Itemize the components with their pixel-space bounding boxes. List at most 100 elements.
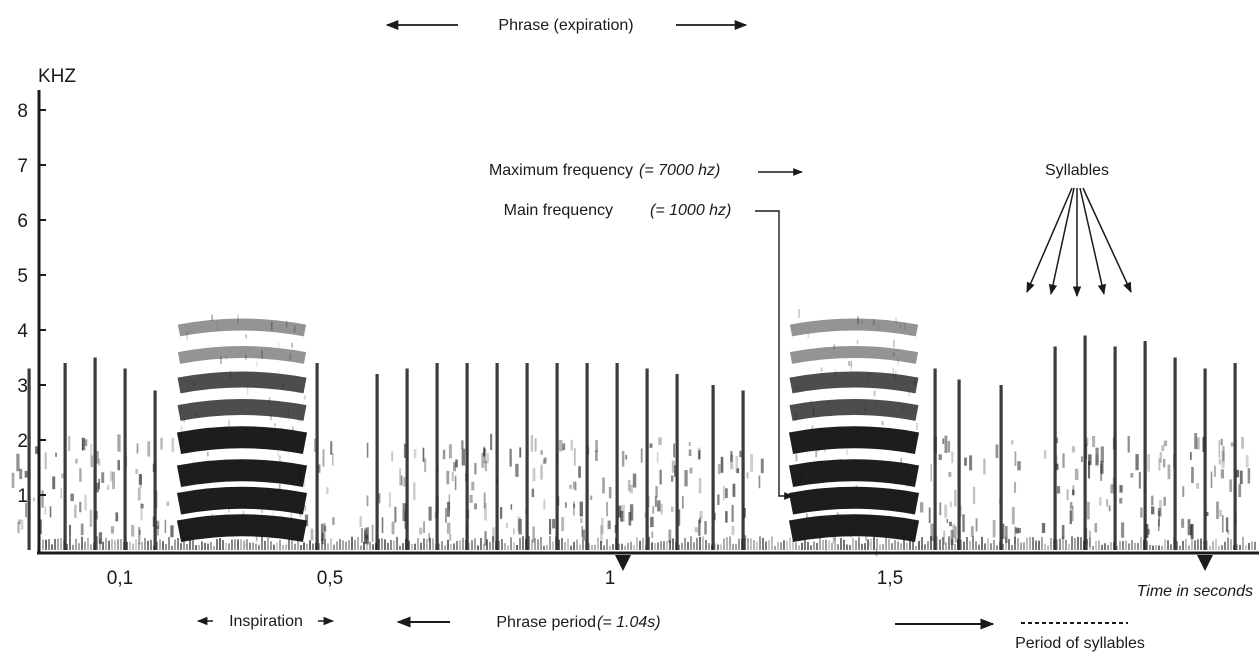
texture-mark	[1088, 454, 1092, 466]
noise-mark	[519, 537, 521, 550]
noise-mark	[507, 545, 509, 550]
texture-mark	[110, 526, 115, 534]
inspiration-annotation: Inspiration	[196, 613, 335, 630]
noise-mark	[147, 540, 149, 550]
noise-mark	[1167, 540, 1169, 550]
noise-mark	[312, 543, 314, 550]
texture-mark	[11, 472, 15, 488]
noise-mark	[171, 545, 173, 550]
noise-mark	[345, 541, 347, 550]
texture-mark	[717, 494, 720, 505]
noise-mark	[1179, 545, 1181, 550]
noise-mark	[975, 541, 977, 550]
noise-mark	[1191, 537, 1193, 550]
texture-mark	[1055, 454, 1058, 467]
texture-mark	[84, 494, 87, 511]
max-frequency-label: Maximum frequency	[489, 162, 633, 179]
texture-mark	[19, 468, 23, 480]
texture-mark	[117, 434, 121, 452]
noise-mark	[1101, 544, 1103, 550]
noise-mark	[870, 538, 872, 550]
noise-mark	[222, 540, 224, 550]
noise-mark	[942, 537, 944, 550]
noise-mark	[777, 542, 779, 550]
texture-mark	[959, 505, 962, 517]
noise-mark	[720, 544, 722, 550]
texture-mark	[1138, 472, 1141, 489]
harmonic-band	[788, 486, 920, 515]
speckle-mark	[186, 331, 188, 340]
noise-mark	[72, 544, 74, 550]
texture-mark	[138, 527, 141, 545]
noise-mark	[1068, 543, 1070, 550]
texture-mark	[90, 444, 93, 456]
texture-mark	[651, 531, 654, 539]
texture-mark	[697, 447, 701, 460]
noise-mark	[780, 542, 782, 550]
texture-mark	[949, 501, 952, 508]
syllable-click	[375, 374, 379, 550]
texture-mark	[170, 525, 174, 538]
noise-mark	[633, 545, 635, 550]
texture-mark	[455, 459, 458, 468]
texture-mark	[950, 529, 954, 546]
texture-mark	[1113, 434, 1116, 451]
speckle-mark	[303, 480, 306, 487]
texture-mark	[465, 509, 470, 519]
texture-mark	[1071, 505, 1074, 522]
noise-mark	[558, 539, 560, 550]
texture-mark	[1085, 443, 1088, 460]
texture-mark	[1147, 453, 1151, 472]
texture-mark	[659, 469, 662, 485]
noise-mark	[102, 541, 104, 550]
texture-mark	[717, 463, 721, 475]
texture-mark	[678, 509, 681, 526]
noise-mark	[729, 536, 731, 550]
noise-mark	[702, 536, 704, 550]
main-frequency-arrow	[755, 210, 794, 500]
noise-mark	[750, 538, 752, 550]
noise-mark	[813, 541, 815, 550]
noise-mark	[90, 544, 92, 550]
texture-mark	[951, 451, 954, 464]
texture-mark	[518, 518, 522, 535]
texture-mark	[1135, 454, 1139, 471]
texture-mark	[313, 438, 317, 453]
noise-mark	[198, 545, 200, 550]
texture-mark	[44, 506, 47, 515]
noise-mark	[1239, 544, 1241, 550]
texture-mark	[579, 501, 583, 517]
noise-mark	[240, 539, 242, 550]
texture-mark	[322, 522, 326, 540]
texture-mark	[658, 437, 662, 446]
texture-mark	[1196, 482, 1200, 489]
texture-mark	[698, 450, 701, 460]
texture-mark	[505, 522, 508, 529]
texture-mark	[61, 473, 65, 479]
texture-mark	[140, 502, 143, 521]
texture-mark	[962, 514, 965, 532]
texture-mark	[627, 479, 631, 492]
texture-mark	[1151, 495, 1154, 506]
texture-mark	[954, 526, 957, 543]
noise-mark	[693, 542, 695, 550]
noise-mark	[1176, 541, 1178, 550]
noise-mark	[201, 541, 203, 550]
noise-mark	[84, 541, 86, 550]
noise-mark	[204, 542, 206, 550]
harmonic-band	[789, 371, 919, 394]
syllable-click	[957, 379, 961, 550]
texture-mark	[1088, 530, 1091, 547]
texture-mark	[147, 441, 151, 457]
texture-mark	[140, 503, 144, 509]
speckle-mark	[225, 355, 228, 360]
texture-mark	[481, 452, 485, 468]
noise-mark	[1134, 542, 1136, 550]
speckle-mark	[303, 395, 306, 400]
speckle-mark	[277, 450, 279, 458]
texture-mark	[1229, 479, 1232, 492]
syllable-clicks	[11, 335, 1251, 550]
noise-mark	[993, 539, 995, 550]
noise-mark	[318, 543, 320, 550]
noise-mark	[879, 544, 881, 550]
